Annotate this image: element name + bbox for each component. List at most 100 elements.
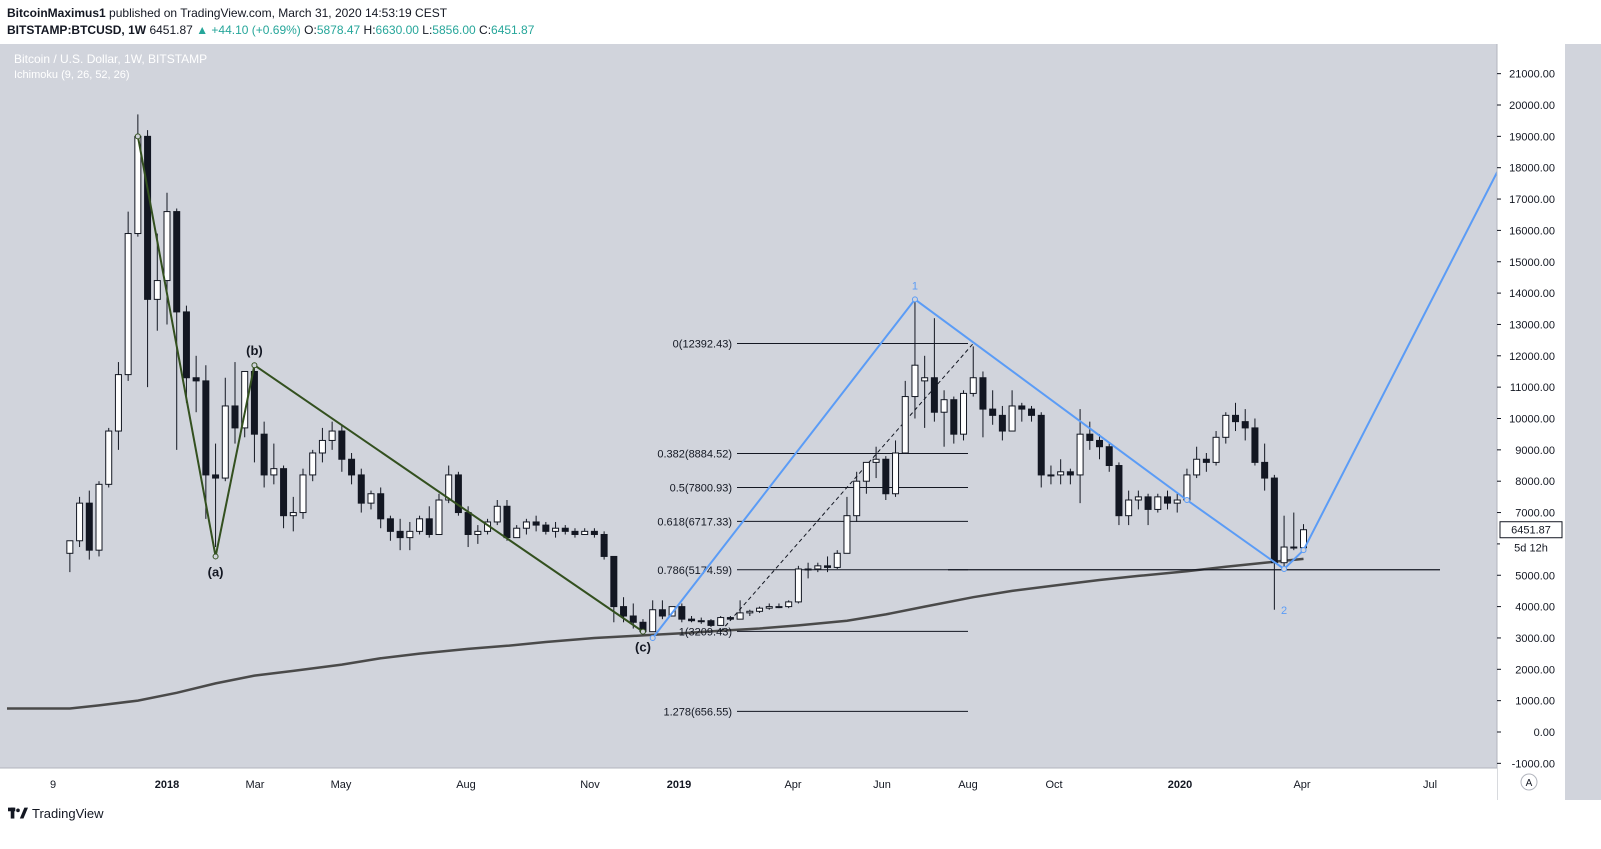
abc-pivot-point <box>639 628 646 635</box>
candle-body-up <box>522 521 530 529</box>
candle <box>280 465 288 529</box>
fib-trend-line <box>720 343 974 632</box>
candle <box>338 424 346 472</box>
candle <box>649 600 657 633</box>
time-tick-label: Jul <box>1423 779 1437 791</box>
time-axis[interactable] <box>0 768 1497 800</box>
candle-body-up <box>1280 546 1288 564</box>
candle <box>998 405 1006 441</box>
open-value: 5878.47 <box>316 23 361 37</box>
candle-body-down <box>1018 405 1026 410</box>
candle-body-down <box>231 405 239 429</box>
candle-body-up <box>833 552 841 568</box>
candle <box>260 421 268 488</box>
high-value: 6630.00 <box>375 23 419 37</box>
candle-body-down <box>979 377 987 410</box>
candle <box>202 365 210 519</box>
candle-body-up <box>1047 474 1055 477</box>
candle <box>1066 468 1074 485</box>
candle-body-down <box>950 399 958 435</box>
candle-body-down <box>357 474 365 504</box>
candle <box>979 371 987 438</box>
candle <box>911 299 919 419</box>
tradingview-logo[interactable]: TradingView <box>8 806 104 821</box>
candle-body-down <box>571 530 579 535</box>
price-tick-label: 1000.00 <box>1515 696 1555 708</box>
candle-body-up <box>114 374 122 432</box>
time-tick-label: 9 <box>50 779 56 791</box>
candle-body-down <box>1241 421 1249 429</box>
candle <box>386 515 394 541</box>
candle <box>192 355 200 413</box>
wave-pivot-point <box>1300 547 1307 554</box>
candle <box>1251 418 1259 466</box>
price-tick-label: 3000.00 <box>1515 633 1555 645</box>
last-price-tag-label: 6451.87 <box>1511 525 1551 537</box>
candle <box>221 377 229 482</box>
author-name[interactable]: BitcoinMaximus1 <box>7 6 106 20</box>
candle-body-up <box>163 211 171 282</box>
time-tick-label: Aug <box>456 779 476 791</box>
candle-body-up <box>717 617 725 626</box>
candle-body-up <box>1193 458 1201 476</box>
candle-body-down <box>824 565 832 568</box>
candle-body-down <box>1164 496 1172 504</box>
candle <box>1076 409 1084 504</box>
time-tick-label: Jun <box>873 779 891 791</box>
candle-body-up <box>95 483 103 551</box>
high-label: H: <box>363 23 376 37</box>
candle <box>144 130 152 388</box>
candle-body-up <box>1134 496 1142 501</box>
candle-body-up <box>1076 433 1084 476</box>
wave-pivot-point <box>1281 565 1288 572</box>
candle-body-down <box>85 502 93 551</box>
candle-body-up <box>736 612 744 620</box>
candle <box>862 461 870 494</box>
candle <box>1164 490 1172 510</box>
auto-scale-button[interactable] <box>1520 773 1538 791</box>
candle <box>1086 421 1094 450</box>
candle-body-down <box>386 518 394 532</box>
candle-body-down <box>1232 414 1240 423</box>
candle-body-up <box>960 392 968 435</box>
candle-body-down <box>182 311 190 379</box>
candle <box>1105 443 1113 472</box>
candle-body-up <box>76 502 84 542</box>
indicator-label[interactable]: Ichimoku (9, 26, 52, 26) <box>14 69 130 81</box>
candle <box>85 490 93 560</box>
fib-level-label: 1(3209.43) <box>679 626 732 638</box>
price-tick-label: 20000.00 <box>1509 100 1555 112</box>
candle <box>1057 459 1065 485</box>
candle <box>309 449 317 482</box>
candle-body-down <box>1096 439 1104 448</box>
wave-label: (c) <box>635 640 651 655</box>
abc-correction-line <box>136 136 644 633</box>
low-label: L: <box>422 23 433 37</box>
candle <box>804 562 812 579</box>
footer <box>0 800 1601 849</box>
price-tick-label: 11000.00 <box>1510 382 1555 394</box>
candle-body-up <box>513 527 521 539</box>
candle-body-down <box>1261 461 1269 479</box>
price-tick-label: -1000.00 <box>1512 758 1555 770</box>
candle-body-down <box>610 555 618 608</box>
candle <box>1241 409 1249 441</box>
candle-body-down <box>173 211 181 313</box>
price-axis[interactable] <box>1497 44 1565 800</box>
candle <box>658 600 666 620</box>
candle-body-down <box>561 527 569 532</box>
candle-body-up <box>794 568 802 603</box>
candle-body-up <box>765 606 773 609</box>
time-tick-label: Mar <box>246 779 265 791</box>
candle <box>318 427 326 463</box>
close-label: C: <box>479 23 492 37</box>
candle-body-down <box>1105 446 1113 467</box>
candle <box>348 452 356 485</box>
candle-body-up <box>911 364 919 398</box>
price-tick-label: 19000.00 <box>1509 131 1555 143</box>
candle-body-up <box>1290 546 1298 549</box>
candle-body-up <box>552 527 560 532</box>
candle-body-up <box>328 430 336 441</box>
fib-level-label: 0.618(6717.33) <box>657 516 732 528</box>
